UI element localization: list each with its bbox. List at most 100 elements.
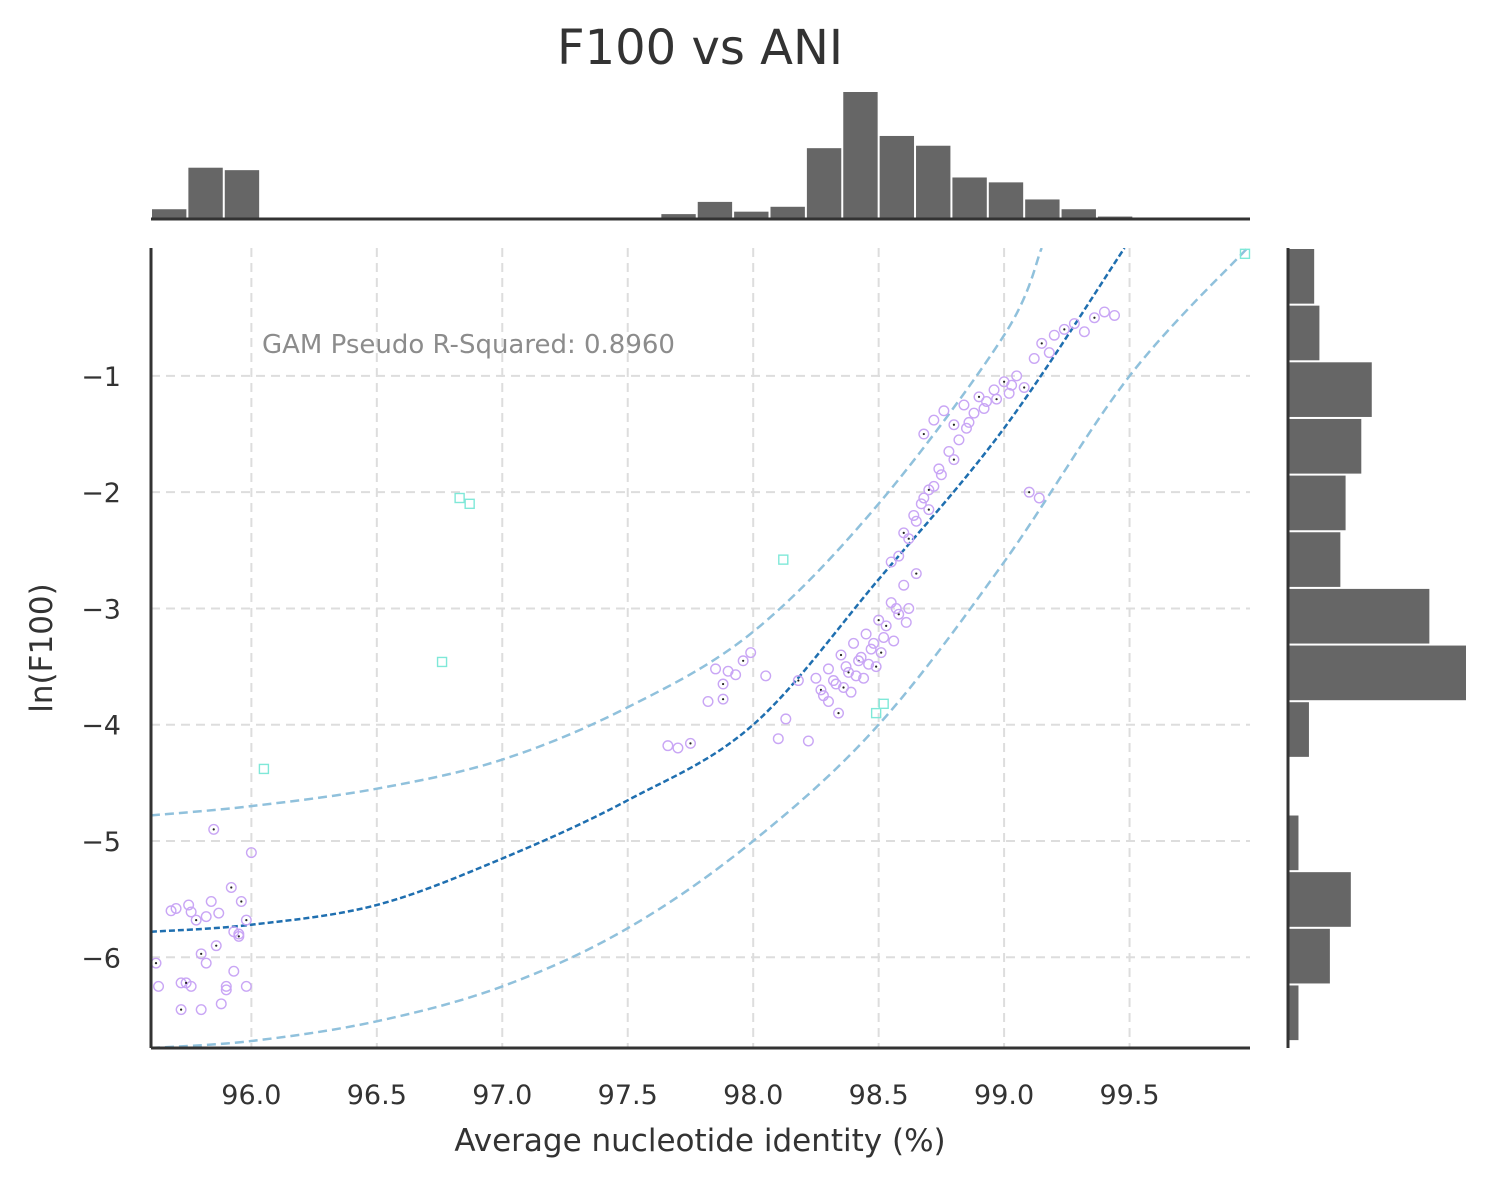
data-point xyxy=(915,498,927,510)
data-point xyxy=(225,882,237,894)
data-point xyxy=(220,984,232,996)
outlier-point xyxy=(258,763,270,775)
outlier-point xyxy=(1239,248,1251,260)
data-point-center xyxy=(977,395,981,398)
data-point xyxy=(981,395,993,407)
data-point xyxy=(991,393,1003,405)
hist-x-bar xyxy=(697,201,733,219)
data-point xyxy=(903,602,915,614)
data-point xyxy=(835,649,847,661)
y-tick-label: −2 xyxy=(81,478,121,509)
data-point xyxy=(1003,387,1015,399)
data-point xyxy=(875,647,887,659)
data-point xyxy=(710,663,722,675)
data-point xyxy=(988,384,1000,396)
data-point xyxy=(918,428,930,440)
data-point xyxy=(228,965,240,977)
data-point xyxy=(245,847,257,859)
lower-interval-line xyxy=(151,248,1249,1048)
hist-x-bar xyxy=(916,145,951,219)
data-point xyxy=(810,672,822,684)
data-point xyxy=(185,906,197,918)
hist-x-bar xyxy=(224,170,260,219)
data-point xyxy=(1043,347,1055,359)
data-point xyxy=(880,620,892,632)
data-point xyxy=(235,895,247,907)
data-point xyxy=(948,419,960,431)
data-point xyxy=(893,608,905,620)
x-tick-label: 97.5 xyxy=(598,1080,658,1111)
data-point xyxy=(898,579,910,591)
y-ticks: −1 −2 −3 −4 −5 −6 xyxy=(81,362,121,974)
data-point xyxy=(953,434,965,446)
data-point xyxy=(240,980,252,992)
data-point-center xyxy=(1063,328,1066,331)
outlier-point xyxy=(778,554,789,565)
data-point xyxy=(893,550,905,562)
data-point xyxy=(200,911,212,923)
data-point xyxy=(200,957,212,969)
data-point-center xyxy=(880,651,883,654)
data-point xyxy=(183,899,195,911)
data-point xyxy=(180,977,192,989)
hist-x-bar xyxy=(152,209,187,219)
data-point-center xyxy=(1028,491,1031,494)
x-axis-label: Average nucleotide identity (%) xyxy=(454,1123,945,1159)
data-point xyxy=(780,713,792,725)
data-point xyxy=(863,658,875,670)
data-point-center xyxy=(797,679,800,682)
data-point-center xyxy=(902,531,905,534)
data-point xyxy=(1109,309,1121,321)
outlier-point xyxy=(436,656,448,668)
data-point xyxy=(958,399,970,411)
data-point xyxy=(822,695,834,707)
data-point xyxy=(860,628,872,640)
data-point-center xyxy=(230,886,233,889)
y-tick-label: −4 xyxy=(81,711,121,742)
data-point xyxy=(848,637,860,649)
hist-y-bar xyxy=(1288,305,1320,361)
x-tick-label: 96.0 xyxy=(221,1080,281,1111)
data-point xyxy=(885,556,897,568)
data-point-center xyxy=(837,712,840,715)
x-tick-label: 98.0 xyxy=(723,1080,783,1111)
scatter-points xyxy=(150,248,1251,1016)
data-point-center xyxy=(689,742,692,745)
data-point-center xyxy=(154,962,158,965)
data-point-center xyxy=(721,682,725,686)
data-point-center xyxy=(839,653,843,657)
hist-y-bar xyxy=(1288,475,1346,531)
data-point xyxy=(865,643,877,655)
hist-x-bar xyxy=(988,182,1024,219)
data-point-center xyxy=(952,458,956,461)
y-tick-label: −3 xyxy=(81,594,121,625)
data-point xyxy=(817,690,829,702)
data-point xyxy=(1036,337,1048,349)
data-point xyxy=(827,675,839,687)
data-point xyxy=(745,647,757,659)
data-point xyxy=(802,735,814,747)
data-point xyxy=(888,635,900,647)
data-point xyxy=(1058,323,1070,335)
data-point xyxy=(822,663,834,675)
data-point-center xyxy=(847,671,850,674)
hist-x-bar xyxy=(188,167,223,219)
data-point xyxy=(885,597,897,609)
hist-x-bar xyxy=(1025,199,1060,219)
data-point xyxy=(910,568,922,580)
data-point xyxy=(1088,312,1100,324)
data-point-center xyxy=(240,900,243,903)
outlier-point xyxy=(878,698,889,710)
data-point xyxy=(1006,379,1018,391)
data-point xyxy=(918,492,930,504)
data-point xyxy=(220,980,232,992)
hist-y-bar xyxy=(1288,815,1299,871)
data-point-center xyxy=(915,572,918,575)
data-point xyxy=(815,684,827,696)
data-point xyxy=(195,1004,207,1016)
data-point xyxy=(948,454,960,466)
hist-x-bar xyxy=(770,206,805,219)
data-point xyxy=(205,895,217,907)
x-tick-label: 96.5 xyxy=(347,1080,407,1111)
